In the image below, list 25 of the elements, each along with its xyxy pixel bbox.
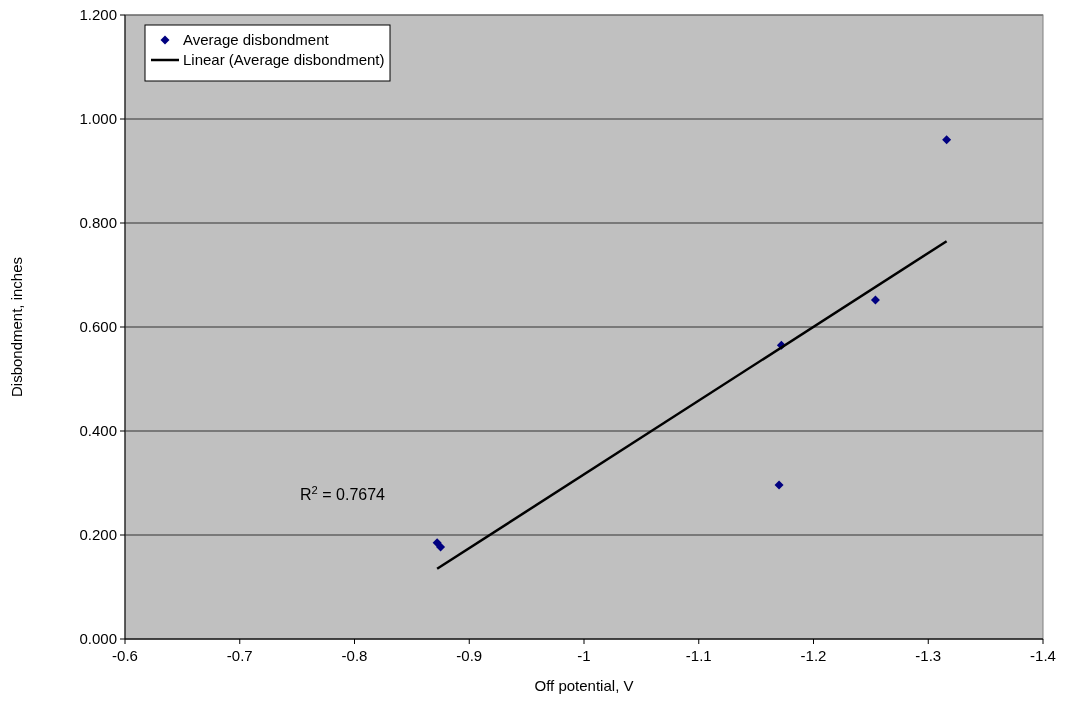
point	[774, 480, 784, 490]
y-tick-label: 0.600	[79, 318, 117, 335]
point	[942, 135, 952, 145]
x-tick-label: -0.9	[456, 647, 483, 664]
x-tick-label: -0.8	[341, 647, 368, 664]
y-tick-label: 1.000	[79, 110, 117, 127]
x-axis-title: Off potential, V	[534, 677, 634, 694]
x-tick-label: -1.3	[915, 647, 942, 664]
x-tick-label: -1	[577, 647, 591, 664]
y-tick-label: 0.000	[79, 630, 117, 647]
annotation: R$^{2}$ = 0.7674	[300, 484, 386, 503]
x-tick-label: -1.4	[1030, 647, 1056, 664]
legend-label: Linear (Average disbondment)	[183, 51, 385, 68]
legend-label: Average disbondment	[183, 31, 330, 48]
y-tick-label: 0.800	[79, 214, 117, 231]
point	[436, 542, 446, 552]
y-tick-label: 0.200	[79, 526, 117, 543]
x-tick-label: -1.1	[685, 647, 712, 664]
x-tick-label: -1.2	[800, 647, 827, 664]
y-tick-label: 1.200	[79, 6, 117, 23]
x-tick-label: -0.7	[226, 647, 253, 664]
x-tick-label: -0.6	[112, 647, 138, 664]
y-tick-label: 0.400	[79, 422, 117, 439]
y-axis-title: Disbondment, inches	[8, 256, 25, 398]
point	[870, 295, 880, 305]
